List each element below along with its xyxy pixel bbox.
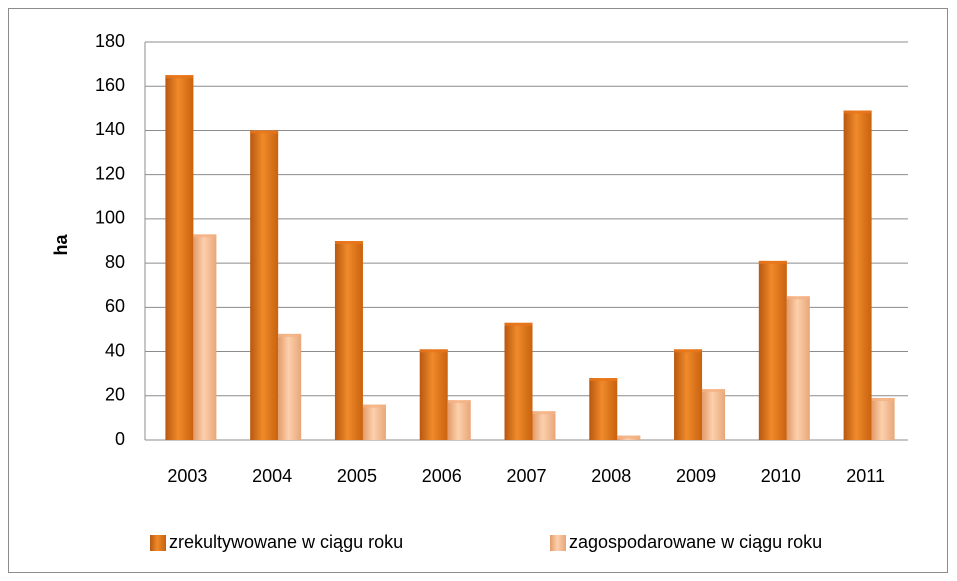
bar [165, 75, 194, 441]
y-axis-label: ha [51, 234, 71, 256]
bar-cap [165, 75, 194, 79]
bar [758, 260, 787, 440]
bar-cap [674, 349, 703, 353]
y-tick-label: 180 [95, 31, 125, 51]
bar-cap [786, 296, 810, 300]
y-tick-label: 80 [105, 252, 125, 272]
x-tick-label: 2005 [337, 466, 377, 486]
bar [419, 349, 448, 440]
bar [250, 130, 279, 440]
bar [334, 241, 363, 440]
bar-cap [758, 260, 787, 264]
y-tick-label: 100 [95, 208, 125, 228]
bar [193, 234, 217, 440]
bar-cap [843, 110, 872, 114]
bar-cap [278, 333, 302, 337]
x-tick-label: 2007 [506, 466, 546, 486]
x-tick-label: 2003 [167, 466, 207, 486]
bar-cap [589, 378, 618, 382]
bar [362, 404, 386, 440]
bar [786, 296, 810, 440]
legend-swatch [150, 535, 166, 551]
bar [447, 400, 471, 440]
bar-cap [504, 322, 533, 326]
legend-label: zrekultywowane w ciągu roku [169, 532, 403, 552]
bar [843, 110, 872, 441]
bar [278, 333, 302, 440]
bar-cap [334, 241, 363, 244]
y-tick-label: 160 [95, 75, 125, 95]
bar-cap [617, 435, 641, 439]
x-tick-label: 2004 [252, 466, 292, 486]
x-tick-label: 2006 [422, 466, 462, 486]
x-tick-label: 2008 [591, 466, 631, 486]
bar-cap [193, 234, 217, 238]
bar-cap [250, 130, 279, 134]
bar [589, 378, 618, 440]
y-tick-label: 40 [105, 340, 125, 360]
bar-cap [871, 397, 895, 401]
bar [504, 322, 533, 440]
x-tick-label: 2010 [761, 466, 801, 486]
bar [871, 397, 895, 440]
x-tick-label: 2011 [846, 466, 885, 486]
y-tick-label: 60 [105, 296, 125, 316]
bar-cap [702, 389, 726, 393]
legend-label: zagospodarowane w ciągu roku [569, 532, 822, 552]
legend-swatch [550, 535, 566, 551]
bar [674, 349, 703, 440]
bar-cap [419, 349, 448, 353]
chart-frame [8, 8, 948, 573]
y-tick-label: 0 [115, 429, 125, 449]
y-tick-label: 20 [105, 385, 125, 405]
bar [702, 389, 726, 440]
bar-cap [362, 404, 386, 408]
bar-cap [532, 411, 556, 415]
y-tick-label: 140 [95, 119, 125, 139]
x-tick-label: 2009 [676, 466, 716, 486]
bar-cap [447, 400, 471, 404]
y-tick-label: 120 [95, 163, 125, 183]
bar [532, 411, 556, 440]
